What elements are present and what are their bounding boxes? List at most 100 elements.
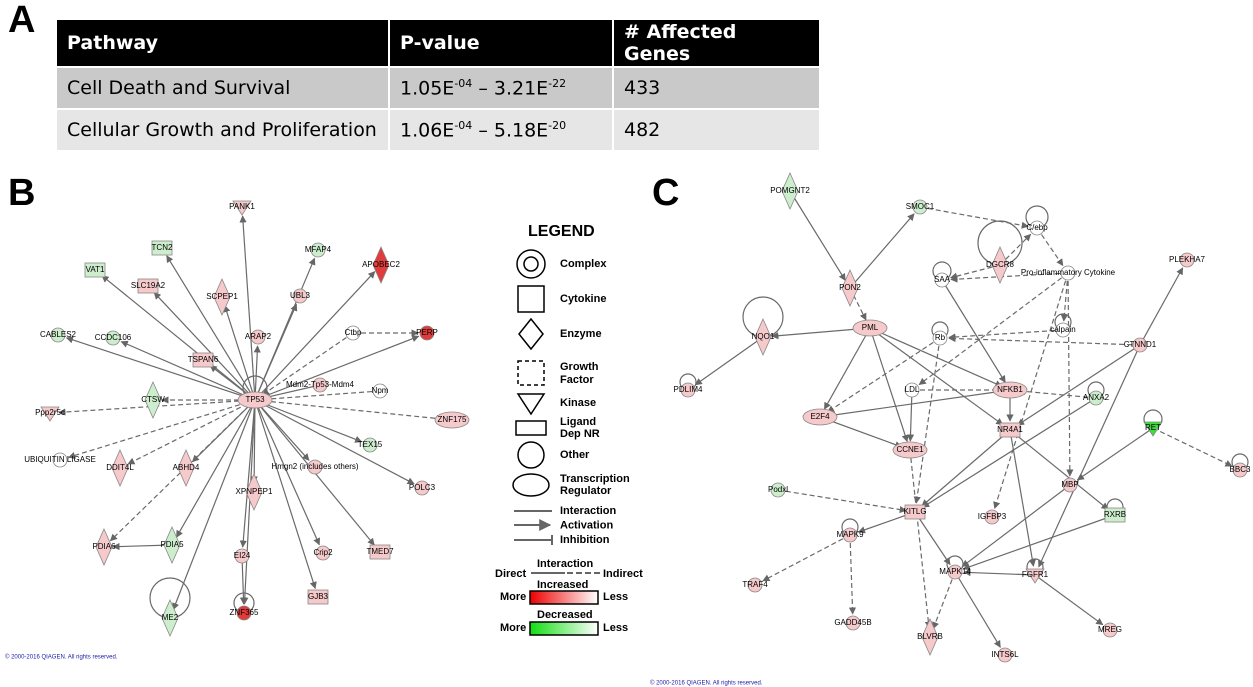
- panel-label: B: [8, 172, 35, 214]
- node: [434, 411, 470, 429]
- node: [921, 618, 939, 656]
- legend-label: Dep NR: [560, 428, 600, 440]
- node-label: PLEKHA7: [1169, 255, 1206, 264]
- node: [934, 272, 950, 288]
- node-label: RET: [1145, 423, 1161, 432]
- node-label: Crip2: [313, 548, 333, 557]
- edge: [962, 514, 1116, 571]
- edge: [263, 390, 381, 403]
- node-label: CCDC106: [95, 333, 132, 342]
- mantissa: 1.05E: [400, 77, 455, 100]
- node-label: NFKB1: [997, 385, 1023, 394]
- legend-title: LEGEND: [528, 223, 595, 240]
- node-label: PDLIM4: [674, 385, 703, 394]
- node-label: TSPAN6: [188, 355, 219, 364]
- node: [161, 599, 179, 637]
- edge: [253, 345, 261, 401]
- edge: [263, 384, 321, 401]
- node-label: KITLG: [903, 507, 926, 516]
- node-label: CTNND1: [1124, 340, 1157, 349]
- edge: [1009, 429, 1036, 567]
- node-label: RXRB: [1104, 510, 1126, 519]
- edge: [694, 336, 764, 386]
- node-label: Rb: [935, 333, 946, 342]
- node-label: Ppp2r5c: [35, 408, 65, 417]
- copyright: © 2000-2016 QIAGEN. All rights reserved.: [650, 680, 763, 687]
- edge: [1060, 272, 1069, 322]
- node-label: NR4A1: [997, 425, 1023, 434]
- node-label: Pro-inflammatory Cytokine: [1021, 268, 1116, 277]
- genes-cell: 433: [613, 66, 821, 109]
- header-row: Pathway P-value # Affected Genes: [57, 20, 821, 67]
- legend-label: Kinase: [560, 397, 596, 409]
- mantissa: – 3.21E: [472, 77, 549, 100]
- node: [845, 615, 861, 631]
- edge: [919, 206, 1029, 229]
- legend-label: Inhibition: [560, 534, 610, 546]
- edge: [950, 264, 1001, 280]
- node-label: MBP: [1061, 480, 1078, 489]
- edge: [1066, 272, 1074, 477]
- edge: [789, 190, 846, 281]
- node: [912, 199, 928, 215]
- node-label: EI24: [234, 551, 251, 560]
- node: [151, 240, 173, 256]
- node: [991, 246, 1009, 284]
- edge: [1018, 387, 1097, 399]
- edge: [153, 292, 256, 401]
- exponent: -04: [454, 76, 473, 90]
- edge: [961, 484, 1071, 568]
- node-label: PDIA6: [92, 542, 116, 551]
- edge: [1152, 427, 1233, 467]
- node-label: TP53: [245, 395, 265, 404]
- edge: [254, 399, 444, 423]
- legend-label: Other: [560, 449, 590, 461]
- edge: [963, 568, 1036, 577]
- node: [213, 278, 231, 316]
- edge: [869, 327, 909, 443]
- node-label: Podxl: [768, 485, 788, 494]
- node: [770, 482, 786, 498]
- node: [932, 330, 948, 346]
- node-label: NQO1: [752, 332, 775, 341]
- node-label: TCN2: [152, 243, 173, 252]
- edge: [826, 337, 941, 413]
- node: [1143, 421, 1163, 437]
- legend-label: Indirect: [603, 568, 643, 580]
- node-label: SCPEP1: [206, 292, 238, 301]
- node: [1232, 462, 1248, 478]
- node: [315, 545, 331, 561]
- node: [754, 318, 772, 356]
- edge: [932, 571, 956, 630]
- node: [1060, 265, 1076, 281]
- edge: [869, 327, 1004, 426]
- edge: [762, 534, 851, 582]
- pathway-table: Pathway P-value # Affected Genes Cell Death…: [57, 20, 821, 150]
- edge: [241, 399, 256, 605]
- edge: [1038, 344, 1141, 568]
- node: [1179, 252, 1195, 268]
- node-label: FGFR1: [1022, 570, 1049, 579]
- node: [1025, 568, 1045, 584]
- node: [237, 391, 273, 409]
- edge: [239, 399, 256, 548]
- legend-label: Decreased: [537, 609, 593, 621]
- node: [1132, 337, 1148, 353]
- edge: [223, 304, 256, 401]
- node: [997, 647, 1013, 663]
- legend-label: Direct: [495, 568, 527, 580]
- node: [52, 452, 68, 468]
- edge: [166, 255, 256, 401]
- node-label: UBL3: [290, 291, 311, 300]
- node-label: TEX15: [358, 440, 383, 449]
- node: [852, 319, 888, 337]
- panel-label: C: [652, 172, 679, 214]
- node: [904, 382, 920, 398]
- edge: [1139, 267, 1184, 346]
- node-label: BBC3: [1230, 465, 1251, 474]
- exponent: -20: [548, 118, 567, 132]
- edge: [913, 337, 941, 504]
- edge: [261, 332, 354, 396]
